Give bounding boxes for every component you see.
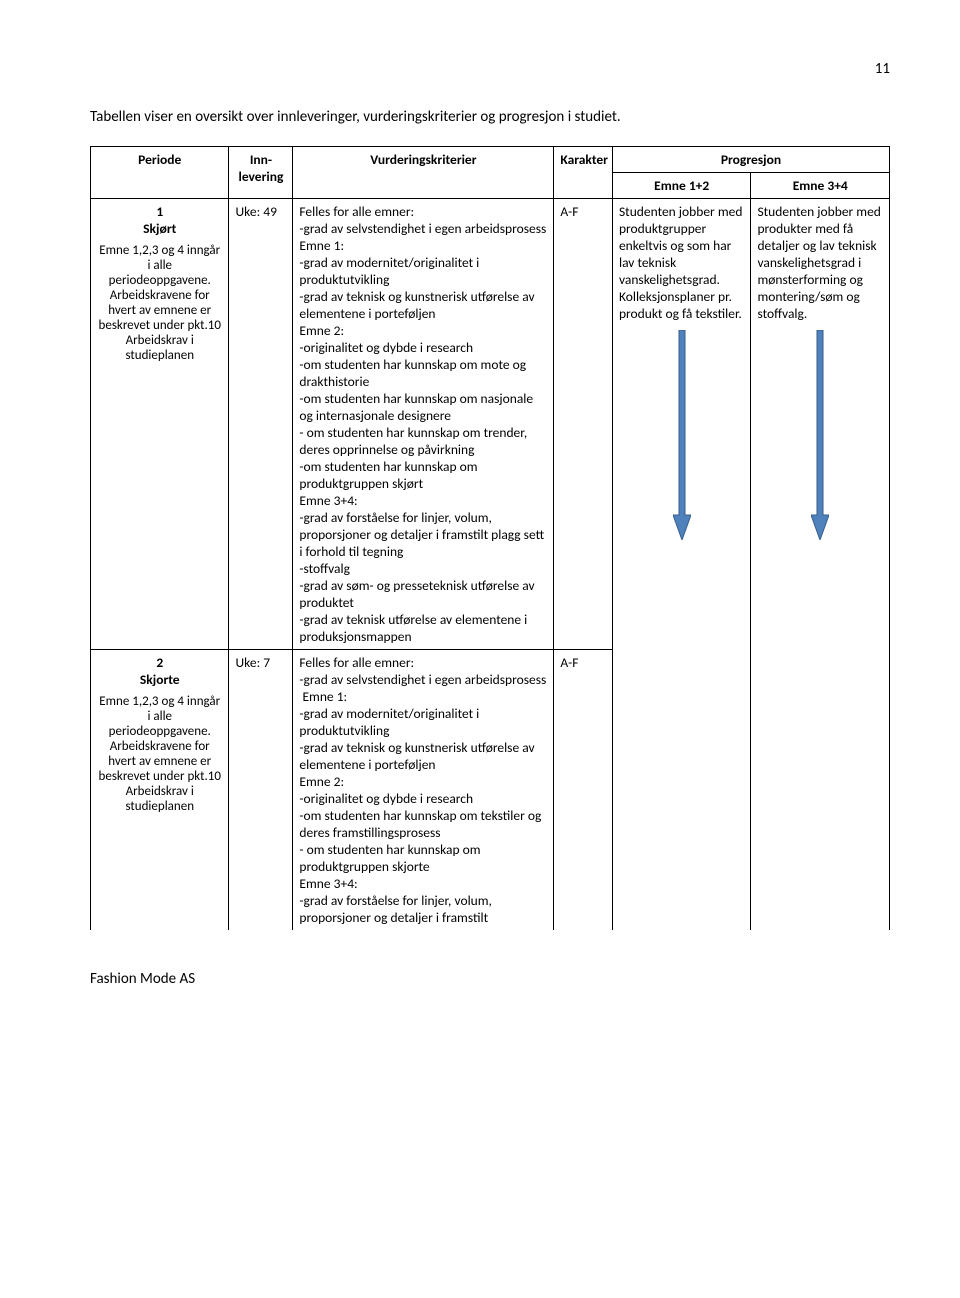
prog1-text: Studenten jobber med produktgrupper enke… bbox=[619, 203, 742, 322]
periode-num-2: 2 bbox=[156, 654, 163, 671]
header-karakter: Karakter bbox=[554, 147, 613, 199]
prog2-text: Studenten jobber med produkter med få de… bbox=[757, 203, 880, 322]
header-periode: Periode bbox=[91, 147, 229, 199]
intro-text: Tabellen viser en oversikt over innlever… bbox=[90, 108, 890, 126]
page-container: 11 Tabellen viser en oversikt over innle… bbox=[0, 0, 960, 1028]
periode-num-1: 1 bbox=[156, 203, 163, 220]
header-innlevering: Inn-levering bbox=[229, 147, 293, 199]
table-row: 1 Skjørt Emne 1,2,3 og 4 inngår i alle p… bbox=[91, 199, 890, 650]
header-progresjon: Progresjon bbox=[612, 147, 889, 173]
header-emne12: Emne 1+2 bbox=[612, 173, 750, 199]
arrow-down-icon bbox=[673, 330, 691, 540]
prog1-cell: Studenten jobber med produktgrupper enke… bbox=[612, 199, 750, 931]
periode-title-1: Skjørt bbox=[143, 220, 176, 237]
periode-desc-1: Emne 1,2,3 og 4 inngår i alle periodeopp… bbox=[97, 243, 222, 363]
karakter-2: A-F bbox=[554, 650, 613, 931]
innlevering-1: Uke: 49 bbox=[229, 199, 293, 650]
periode-title-2: Skjorte bbox=[140, 671, 180, 688]
vurdering-2: Felles for alle emner: -grad av selvsten… bbox=[293, 650, 554, 931]
vurdering-1: Felles for alle emner: -grad av selvsten… bbox=[293, 199, 554, 650]
prog2-cell: Studenten jobber med produkter med få de… bbox=[751, 199, 890, 931]
header-emne34: Emne 3+4 bbox=[751, 173, 890, 199]
periode-cell-2: 2 Skjorte Emne 1,2,3 og 4 inngår i alle … bbox=[91, 650, 229, 931]
page-number: 11 bbox=[90, 60, 890, 78]
header-vurdering: Vurderingskriterier bbox=[293, 147, 554, 199]
periode-cell-1: 1 Skjørt Emne 1,2,3 og 4 inngår i alle p… bbox=[91, 199, 229, 650]
innlevering-2: Uke: 7 bbox=[229, 650, 293, 931]
periode-desc-2: Emne 1,2,3 og 4 inngår i alle periodeopp… bbox=[97, 694, 222, 814]
karakter-1: A-F bbox=[554, 199, 613, 650]
footer-text: Fashion Mode AS bbox=[90, 970, 890, 988]
arrow-down-icon bbox=[811, 330, 829, 540]
table-header-row-1: Periode Inn-levering Vurderingskriterier… bbox=[91, 147, 890, 173]
main-table: Periode Inn-levering Vurderingskriterier… bbox=[90, 146, 890, 930]
